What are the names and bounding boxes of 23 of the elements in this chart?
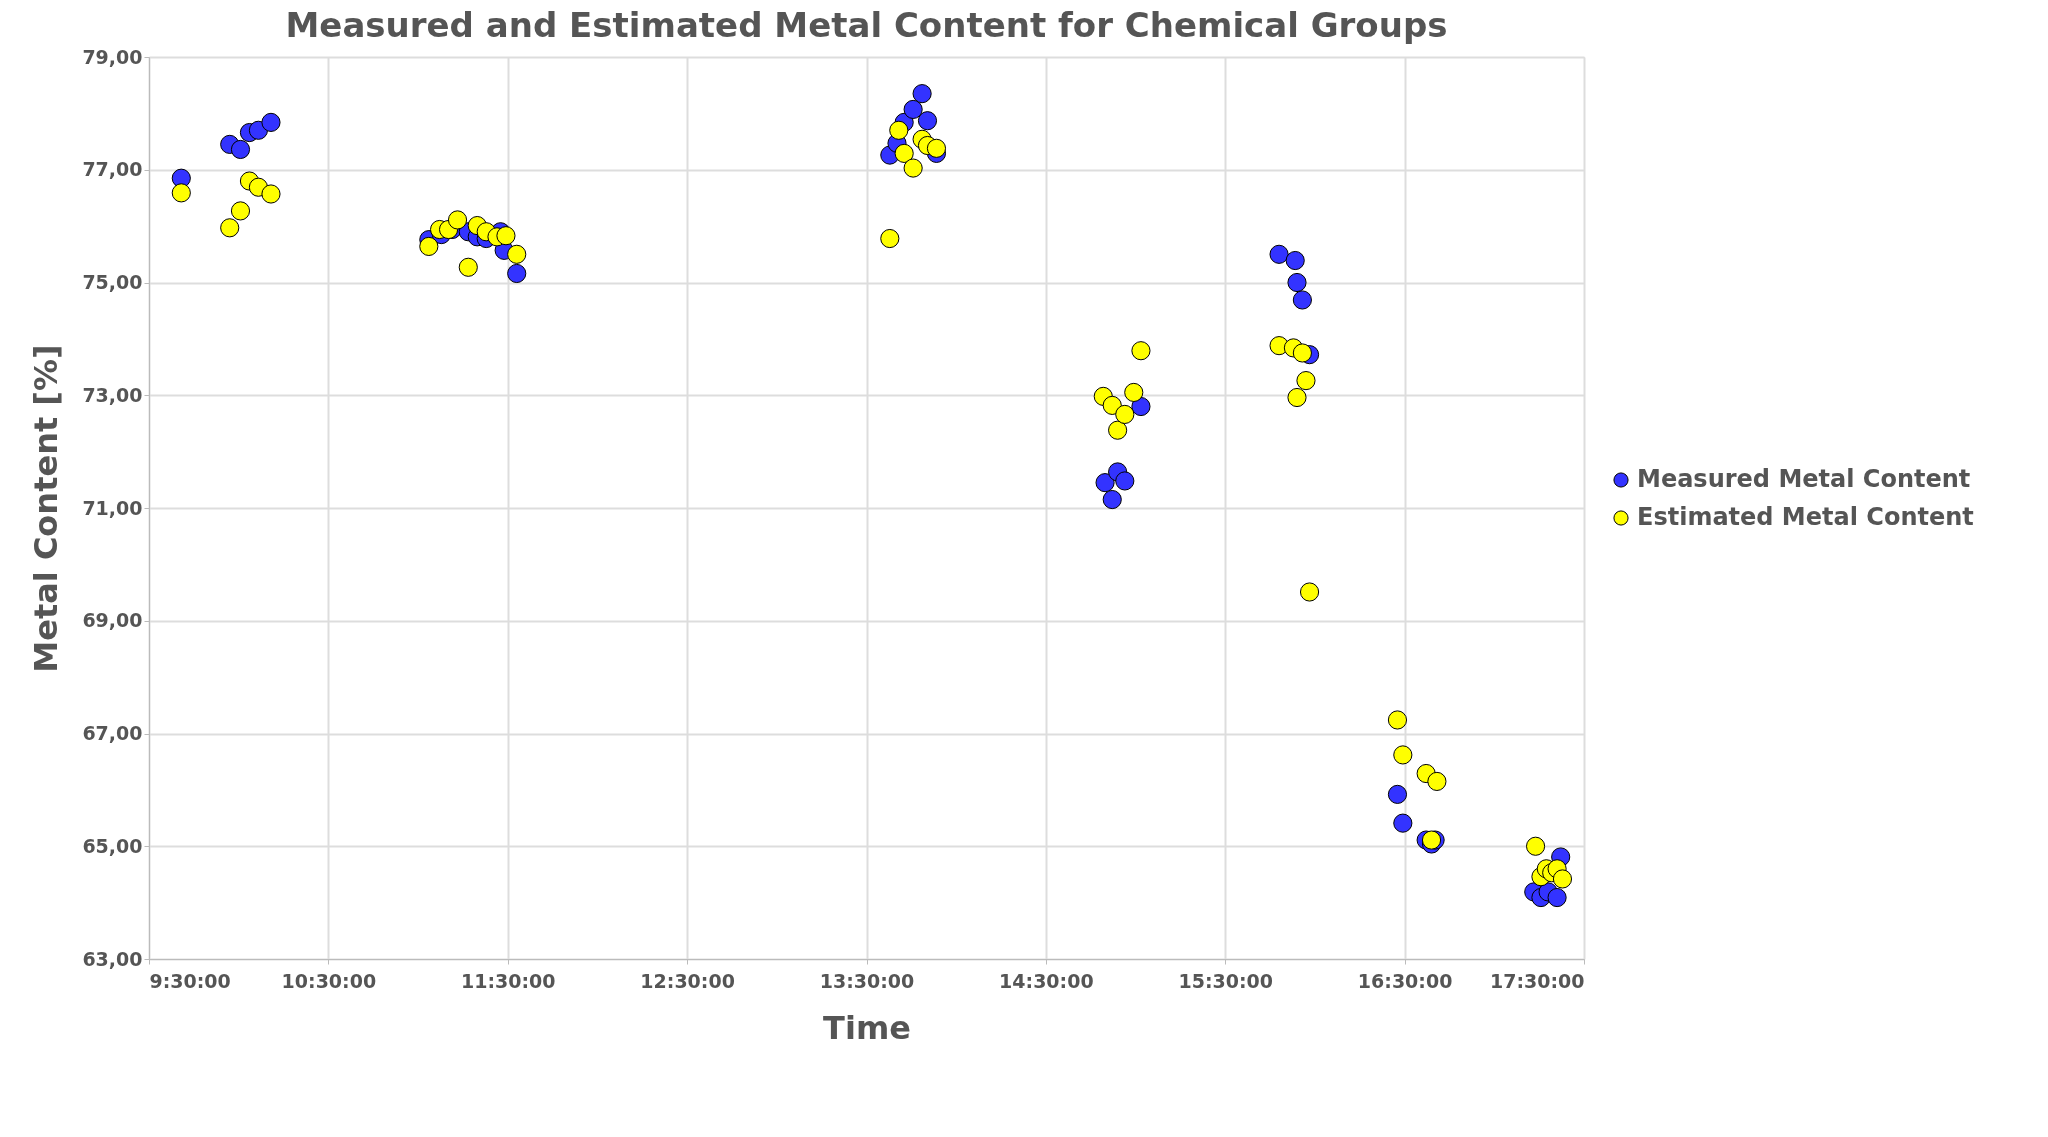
x-tick-label: 13:30:00: [819, 969, 915, 992]
y-tick-label: 67,00: [82, 722, 143, 744]
x-tick-label: 16:30:00: [1357, 969, 1453, 992]
y-tick-label: 79,00: [82, 45, 143, 68]
legend-label: Measured Metal Content: [1637, 465, 1971, 493]
x-tick-label: 15:30:00: [1178, 969, 1274, 992]
x-tick-label: 10:30:00: [281, 969, 377, 992]
x-tick-label: 9:30:00: [149, 969, 231, 992]
y-tick-label: 77,00: [82, 158, 143, 181]
y-tick-label: 73,00: [82, 383, 143, 406]
x-tick-label: 12:30:00: [640, 969, 735, 992]
y-tick-label: 75,00: [82, 271, 143, 293]
legend-label: Estimated Metal Content: [1637, 503, 1974, 531]
y-tick-label: 71,00: [82, 496, 143, 519]
x-tick-label: 17:30:00: [1489, 969, 1585, 992]
y-tick-label: 69,00: [82, 609, 143, 632]
y-tick-label: 63,00: [82, 947, 143, 970]
x-axis-title: Time: [823, 1008, 911, 1047]
chart-title: Measured and Estimated Metal Content for Chemical Groups: [285, 5, 1448, 45]
x-tick-label: 11:30:00: [460, 969, 556, 992]
x-tick-label: 14:30:00: [999, 969, 1094, 992]
y-tick-label: 65,00: [82, 834, 143, 857]
y-axis-title: Metal Content [%]: [27, 344, 66, 673]
